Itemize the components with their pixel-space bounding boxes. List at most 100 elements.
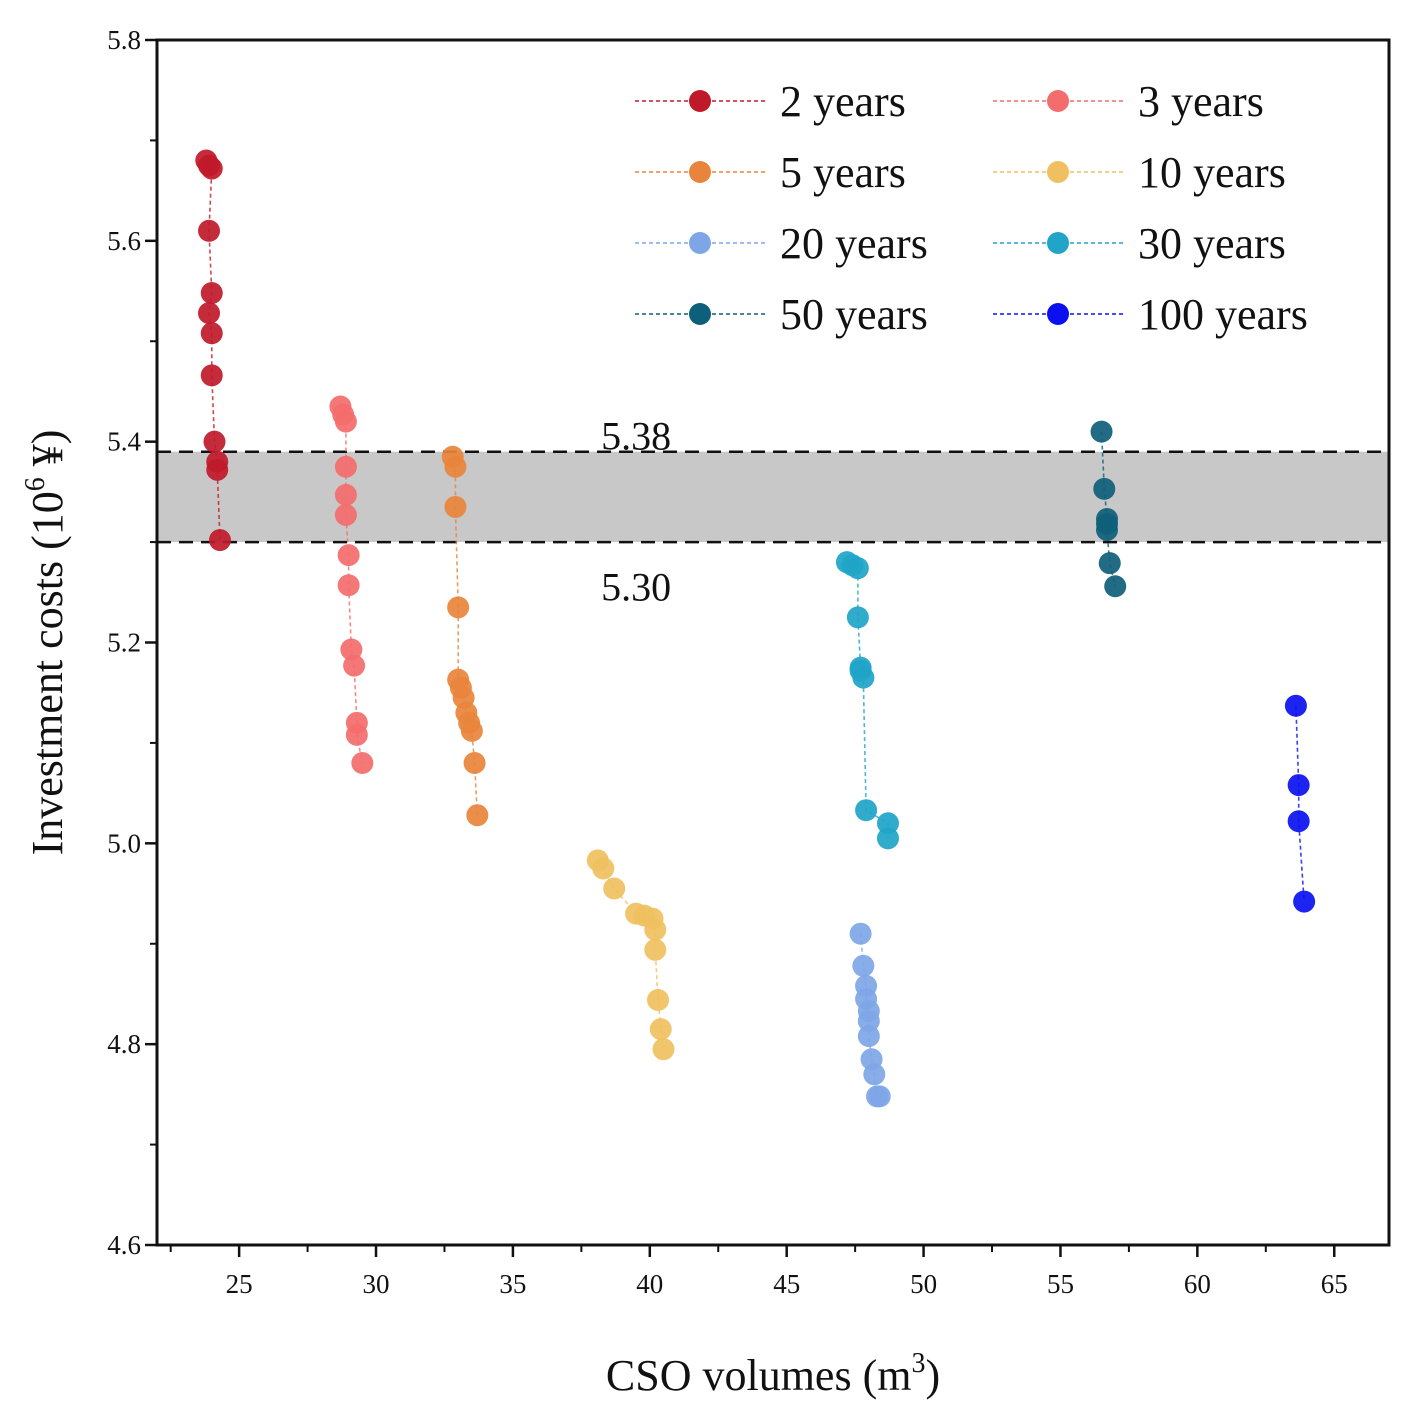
data-point <box>334 503 357 526</box>
data-point <box>652 1038 675 1061</box>
y-axis-title: Investment costs (106 ¥) <box>20 430 72 856</box>
highlight-band <box>157 451 1389 543</box>
x-tick-label: 65 <box>1321 1269 1348 1299</box>
data-point <box>1093 477 1116 500</box>
legend-label: 2 years <box>780 77 906 126</box>
legend-marker <box>1047 232 1069 254</box>
legend-label: 3 years <box>1138 77 1264 126</box>
data-point <box>345 723 368 746</box>
series-3 <box>586 849 675 1061</box>
series-6 <box>1090 420 1127 598</box>
data-point <box>200 282 223 305</box>
data-point <box>198 219 221 242</box>
y-axis-title-text: Investment costs (10 <box>23 491 72 855</box>
data-point <box>1287 774 1310 797</box>
x-tick-label: 30 <box>363 1269 390 1299</box>
data-point <box>647 988 670 1011</box>
legend-label: 5 years <box>780 148 906 197</box>
y-tick-label: 5.6 <box>107 226 141 256</box>
data-point <box>876 812 899 835</box>
data-point <box>200 157 223 180</box>
legend-marker <box>689 90 711 112</box>
data-point <box>337 544 360 567</box>
legend-entry: 30 years <box>993 219 1286 268</box>
threshold-annotation: 5.38 <box>601 414 671 459</box>
legend-entry: 50 years <box>635 290 928 339</box>
data-point <box>337 574 360 597</box>
y-tick-label: 5.0 <box>107 828 141 858</box>
annotation-layer: 5.38 5.30 <box>601 414 671 610</box>
data-point <box>876 827 899 850</box>
y-tick-label: 5.4 <box>107 427 141 457</box>
data-point <box>857 1025 880 1048</box>
legend-entry: 5 years <box>635 148 906 197</box>
data-point <box>855 799 878 822</box>
data-point <box>1098 552 1121 575</box>
series-5 <box>835 551 899 850</box>
data-point <box>444 495 467 518</box>
series-1 <box>329 395 374 774</box>
threshold-annotation: 5.30 <box>601 564 671 609</box>
data-point <box>463 752 486 774</box>
y-tick-label: 5.8 <box>107 25 141 55</box>
x-tick-label: 25 <box>226 1269 253 1299</box>
legend-entry: 100 years <box>993 290 1308 339</box>
legend-entry: 20 years <box>635 219 928 268</box>
data-point <box>603 877 626 900</box>
x-axis-title-superscript: 3 <box>911 1348 925 1379</box>
data-point <box>208 529 231 552</box>
axis-layer: 25 30 35 40 45 50 55 60 65 4.6 4.8 5.0 5.2 5.4 5.6 5.8 <box>107 25 1347 1299</box>
legend-marker <box>1047 161 1069 183</box>
data-point <box>203 430 226 453</box>
data-point <box>200 364 223 387</box>
x-tick-label: 50 <box>910 1269 937 1299</box>
y-axis-title-end: ¥) <box>23 430 72 478</box>
data-point <box>1284 694 1307 717</box>
x-tick-label: 45 <box>773 1269 800 1299</box>
y-axis-title-superscript: 6 <box>20 477 51 491</box>
data-point <box>644 938 667 961</box>
data-point <box>444 455 467 478</box>
data-point <box>334 410 357 433</box>
legend-label: 20 years <box>780 219 928 268</box>
data-point <box>1104 575 1127 598</box>
data-point <box>198 302 221 325</box>
legend-label: 50 years <box>780 290 928 339</box>
data-point <box>460 719 483 742</box>
data-point <box>334 483 357 506</box>
highlight-band-layer <box>157 450 1389 544</box>
legend-marker <box>689 232 711 254</box>
legend-label: 100 years <box>1138 290 1308 339</box>
series-line <box>1295 705 1305 902</box>
y-tick-label: 4.8 <box>107 1029 141 1059</box>
data-point <box>1090 420 1113 443</box>
legend-label: 30 years <box>1138 219 1286 268</box>
data-point <box>334 455 357 478</box>
legend-marker <box>1047 90 1069 112</box>
x-axis-title-end: ) <box>925 1351 940 1400</box>
legend: 2 years 3 years 5 years 10 years 20 years 30 … <box>635 77 1308 339</box>
x-axis-title: CSO volumes (m3) <box>606 1348 940 1400</box>
data-point <box>592 857 615 880</box>
series-7 <box>1284 694 1316 913</box>
legend-marker <box>1047 303 1069 325</box>
x-axis-title-text: CSO volumes (m <box>606 1351 912 1400</box>
data-point <box>644 918 667 941</box>
data-point <box>846 606 869 629</box>
data-point <box>206 458 229 481</box>
data-point <box>1096 519 1119 542</box>
x-tick-label: 55 <box>1047 1269 1074 1299</box>
legend-entry: 3 years <box>993 77 1264 126</box>
data-point <box>846 557 869 580</box>
legend-marker <box>689 161 711 183</box>
data-point <box>857 1010 880 1033</box>
legend-entry: 2 years <box>635 77 906 126</box>
y-tick-label: 4.6 <box>107 1230 141 1260</box>
data-point <box>1287 810 1310 833</box>
data-point <box>466 804 489 827</box>
data-point <box>863 1063 886 1086</box>
data-point <box>849 922 872 945</box>
y-tick-label: 5.2 <box>107 628 141 658</box>
data-point <box>447 596 470 619</box>
